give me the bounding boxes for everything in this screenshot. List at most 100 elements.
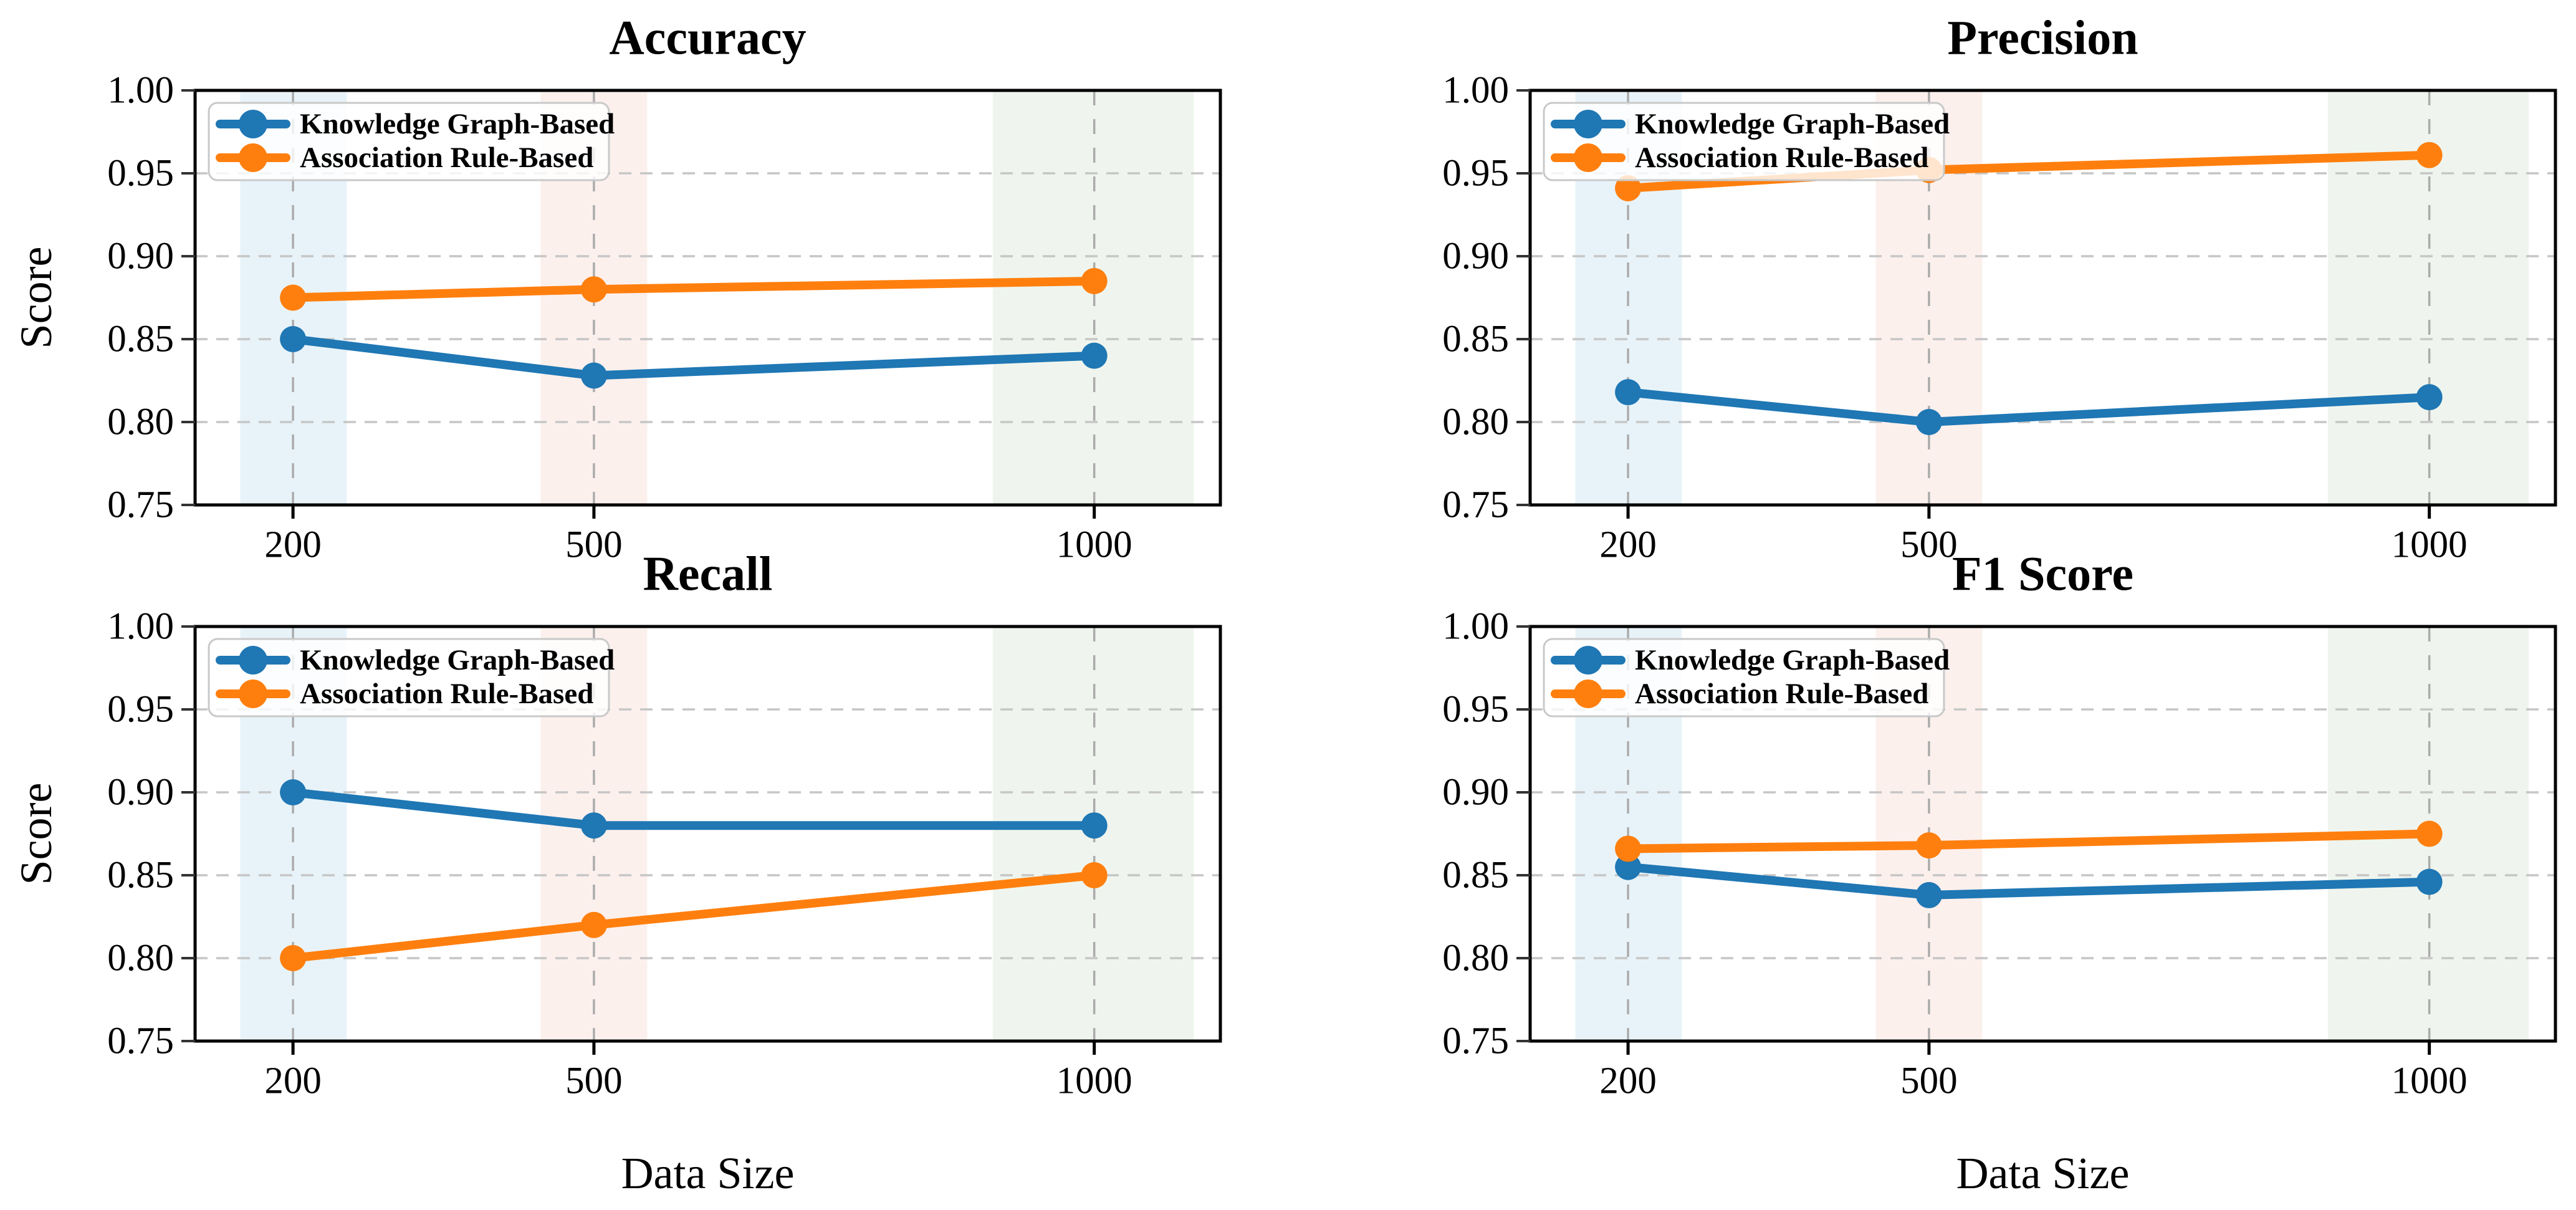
- x-tick-label: 200: [264, 524, 322, 566]
- series-line: [1624, 388, 2434, 426]
- x-tick-label: 500: [565, 1060, 623, 1102]
- y-tick-label: 0.80: [107, 938, 174, 979]
- y-tick-label: 0.80: [107, 401, 174, 443]
- y-tick-label: 0.95: [1442, 689, 1509, 731]
- x-tick-label: 200: [1599, 1060, 1657, 1102]
- legend-label: Association Rule-Based: [1635, 678, 1928, 710]
- data-point-marker: [1915, 832, 1942, 859]
- x-tick-label: 500: [565, 524, 623, 566]
- y-tick-label: 1.00: [1442, 70, 1509, 112]
- y-tick-label: 0.95: [107, 153, 174, 194]
- legend-box: [208, 638, 610, 718]
- x-tick-label: 500: [1900, 1060, 1958, 1102]
- chart-title: Precision: [1947, 11, 2138, 65]
- y-tick-label: 0.85: [107, 855, 174, 896]
- legend-marker-dot: [1574, 143, 1602, 172]
- data-point-marker: [2416, 384, 2443, 411]
- plot-border: [193, 625, 1222, 1043]
- data-point-marker: [1081, 342, 1108, 369]
- legend-box: [1543, 638, 1945, 718]
- series-line: [289, 871, 1099, 963]
- x-tick-label: 500: [1900, 524, 1958, 566]
- data-point-marker: [2416, 820, 2443, 847]
- y-tick-label: 1.00: [1442, 606, 1509, 648]
- legend-box: [1543, 102, 1945, 181]
- x-tick-label: 1000: [2392, 1060, 2468, 1102]
- legend-label: Association Rule-Based: [1635, 142, 1928, 174]
- y-tick-label: 0.90: [107, 236, 174, 277]
- data-point-marker: [1081, 862, 1108, 888]
- data-point-marker: [1615, 175, 1642, 201]
- series-line: [1624, 829, 2434, 853]
- y-tick-label: 0.85: [107, 319, 174, 360]
- series-line: [289, 276, 1099, 302]
- data-point-marker: [280, 284, 307, 311]
- data-point-marker: [280, 945, 307, 971]
- data-point-marker: [580, 362, 607, 389]
- data-point-marker: [1915, 409, 1942, 435]
- data-point-marker: [2416, 142, 2443, 168]
- data-point-marker: [1615, 853, 1642, 880]
- series-line: [289, 788, 1099, 830]
- legend-label: Knowledge Graph-Based: [300, 644, 615, 676]
- legend-label: Association Rule-Based: [300, 142, 593, 174]
- plot-border: [1528, 89, 2557, 507]
- legend-label: Knowledge Graph-Based: [1635, 108, 1950, 140]
- series-line: [1624, 862, 2434, 900]
- plot-border: [1528, 625, 2557, 1043]
- data-point-marker: [1915, 881, 1942, 908]
- legend-marker-dot: [239, 143, 267, 172]
- legend-label: Association Rule-Based: [300, 678, 593, 710]
- y-tick-label: 0.90: [1442, 772, 1509, 814]
- x-tick-label: 1000: [2392, 524, 2468, 566]
- x-tick-label: 200: [264, 1060, 322, 1102]
- x-axis-label: Data Size: [1956, 1148, 2130, 1198]
- data-point-marker: [580, 276, 607, 303]
- plot-border: [193, 89, 1222, 507]
- y-tick-label: 0.90: [1442, 236, 1509, 277]
- data-point-marker: [1081, 267, 1108, 294]
- y-tick-label: 0.85: [1442, 319, 1509, 360]
- y-axis-label: Score: [11, 247, 61, 349]
- data-point-marker: [1615, 379, 1642, 406]
- y-tick-label: 0.90: [107, 772, 174, 814]
- legend-marker-dot: [1574, 679, 1602, 708]
- legend-marker-dot: [1574, 646, 1602, 675]
- data-point-marker: [2416, 868, 2443, 895]
- y-axis-label: Score: [11, 783, 61, 885]
- x-tick-label: 1000: [1056, 1060, 1132, 1102]
- y-tick-label: 0.80: [1442, 401, 1509, 443]
- data-point-marker: [280, 779, 307, 805]
- y-tick-label: 0.75: [1442, 484, 1509, 526]
- y-tick-label: 0.95: [107, 689, 174, 731]
- y-tick-label: 1.00: [107, 70, 174, 112]
- y-tick-label: 0.75: [107, 1020, 174, 1062]
- legend-label: Knowledge Graph-Based: [1635, 644, 1950, 676]
- legend-marker-dot: [239, 110, 267, 138]
- legend-marker-dot: [239, 646, 267, 675]
- legend-label: Knowledge Graph-Based: [300, 108, 615, 140]
- data-point-marker: [280, 326, 307, 352]
- data-point-marker: [580, 812, 607, 839]
- chart-title: Recall: [643, 547, 773, 601]
- y-tick-label: 1.00: [107, 606, 174, 648]
- y-tick-label: 0.95: [1442, 153, 1509, 194]
- series-line: [289, 335, 1099, 380]
- x-axis-label: Data Size: [621, 1148, 795, 1198]
- x-tick-label: 200: [1599, 524, 1657, 566]
- legend-marker-dot: [1574, 110, 1602, 138]
- legend-marker-dot: [239, 679, 267, 708]
- legend-box: [208, 102, 610, 181]
- y-tick-label: 0.85: [1442, 855, 1509, 896]
- x-tick-label: 1000: [1056, 524, 1132, 566]
- data-point-marker: [580, 911, 607, 938]
